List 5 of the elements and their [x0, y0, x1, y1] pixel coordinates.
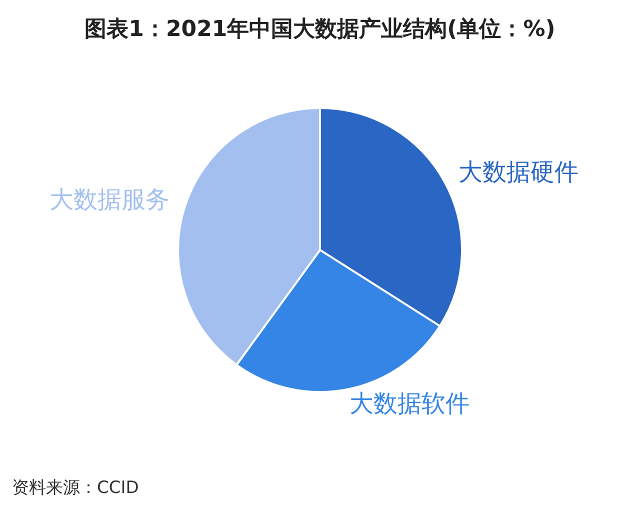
slice-label: 大数据服务 [50, 185, 170, 214]
text: 资料来源：CCID [12, 477, 139, 499]
slice-label: 大数据软件 [350, 389, 470, 418]
chart-title: 图表1：2021年中国大数据产业结构(单位：%) [84, 16, 556, 44]
slice-label: 大数据硬件 [458, 158, 578, 186]
